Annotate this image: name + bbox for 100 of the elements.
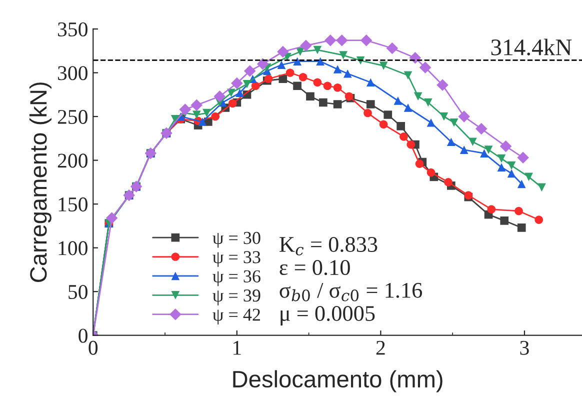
y-tick-label: 150 bbox=[58, 197, 88, 212]
point bbox=[386, 42, 398, 54]
point bbox=[500, 140, 512, 152]
point bbox=[339, 51, 348, 60]
point bbox=[524, 172, 533, 182]
point bbox=[214, 90, 226, 102]
point bbox=[517, 224, 526, 232]
y-tick-label: 200 bbox=[58, 154, 88, 168]
point bbox=[256, 58, 269, 70]
point bbox=[500, 216, 509, 225]
point bbox=[404, 104, 412, 112]
point bbox=[313, 78, 322, 87]
legend-label: ψ = 36 bbox=[212, 270, 260, 286]
point bbox=[277, 46, 289, 58]
y-tick-label: 350 bbox=[58, 22, 88, 36]
point bbox=[487, 205, 496, 214]
legend-label: ψ = 42 bbox=[212, 308, 260, 325]
point bbox=[106, 212, 118, 224]
point bbox=[379, 120, 388, 129]
point bbox=[333, 83, 342, 92]
point bbox=[306, 92, 314, 101]
point bbox=[440, 112, 448, 121]
point bbox=[244, 65, 256, 77]
point bbox=[298, 72, 308, 82]
point bbox=[277, 60, 286, 70]
point bbox=[179, 104, 192, 116]
point bbox=[534, 216, 544, 224]
point bbox=[379, 62, 388, 70]
x-tick-label: 3 bbox=[520, 340, 529, 355]
point bbox=[300, 40, 312, 52]
point bbox=[242, 80, 252, 88]
point bbox=[319, 98, 328, 107]
point bbox=[458, 110, 470, 122]
point bbox=[517, 152, 529, 164]
point bbox=[468, 138, 477, 146]
point bbox=[517, 180, 526, 188]
point bbox=[333, 65, 342, 74]
point bbox=[366, 78, 375, 87]
point bbox=[323, 82, 332, 90]
point bbox=[444, 178, 452, 186]
point bbox=[514, 206, 523, 216]
y-tick-label: 300 bbox=[58, 66, 88, 80]
y-tick-label: 50 bbox=[68, 284, 88, 300]
legend-label: ψ = 39 bbox=[212, 290, 260, 306]
x-axis-title: Deslocamento (mm) bbox=[233, 370, 442, 392]
legend-label: ψ = 33 bbox=[212, 251, 260, 267]
point bbox=[460, 146, 468, 154]
point bbox=[538, 183, 546, 192]
annotation: ε = 0.10 bbox=[280, 260, 350, 276]
point bbox=[360, 34, 372, 46]
point bbox=[426, 118, 436, 127]
point bbox=[293, 57, 302, 66]
annotation: σ$_{b0}$ / σ$_{c0}$ = 1.16 bbox=[280, 282, 422, 302]
annotation: μ = 0.0005 bbox=[280, 306, 375, 326]
point bbox=[192, 110, 201, 119]
y-axis-title: Carregamento (kN) bbox=[29, 82, 52, 282]
point bbox=[190, 99, 203, 112]
point bbox=[426, 168, 436, 177]
point bbox=[497, 163, 506, 172]
point bbox=[480, 149, 488, 158]
point bbox=[202, 108, 211, 118]
point bbox=[228, 99, 237, 108]
point bbox=[293, 82, 302, 90]
point bbox=[394, 96, 402, 105]
point bbox=[343, 69, 352, 78]
point bbox=[507, 169, 516, 178]
x-tick-label: 2 bbox=[376, 340, 385, 355]
x-tick-label: 0 bbox=[88, 340, 98, 355]
point bbox=[333, 100, 342, 108]
point bbox=[251, 82, 260, 90]
point bbox=[384, 110, 392, 119]
point bbox=[415, 160, 424, 168]
point bbox=[211, 112, 220, 121]
point bbox=[406, 140, 416, 149]
point bbox=[231, 77, 243, 90]
point bbox=[336, 34, 348, 46]
point bbox=[424, 98, 432, 107]
ref-line-label: 314.4kN bbox=[491, 38, 572, 56]
y-tick-label: 100 bbox=[58, 241, 88, 256]
point bbox=[286, 68, 294, 77]
point bbox=[414, 92, 422, 101]
legend-label: ψ = 30 bbox=[212, 232, 260, 248]
point bbox=[507, 161, 516, 170]
point bbox=[364, 108, 372, 118]
point bbox=[484, 146, 493, 154]
point bbox=[316, 57, 324, 66]
point bbox=[313, 46, 322, 54]
point bbox=[497, 154, 506, 163]
point bbox=[236, 88, 244, 98]
point bbox=[198, 118, 207, 126]
point bbox=[404, 71, 412, 80]
point bbox=[475, 122, 488, 135]
y-tick-label: 250 bbox=[58, 110, 88, 124]
point bbox=[436, 79, 448, 91]
point bbox=[324, 34, 336, 46]
annotation: K$_{c}$ = 0.833 bbox=[280, 236, 378, 256]
point bbox=[450, 118, 458, 127]
point bbox=[396, 122, 405, 130]
point bbox=[419, 62, 432, 74]
point bbox=[446, 138, 456, 146]
